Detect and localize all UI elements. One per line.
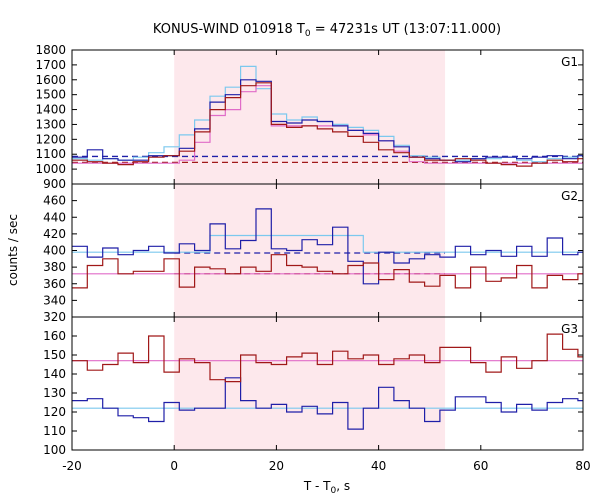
chart-title-subscript: 0 <box>305 29 311 39</box>
y-tick-label-g1: 1000 <box>35 162 66 176</box>
series-g1-1 <box>72 82 583 167</box>
y-tick-label-g2: 380 <box>43 260 66 274</box>
chart-title-suffix: = 47231s UT (13:07:11.000) <box>311 22 501 37</box>
x-tick-label: 60 <box>473 459 488 473</box>
y-tick-label-g2: 320 <box>43 310 66 324</box>
panel-g2: 320 340 360 380 400 420 440 460 G2 <box>43 183 584 324</box>
y-tick-label-g2: 360 <box>43 277 66 291</box>
y-tick-label-g1: 1400 <box>35 103 66 117</box>
x-tick-label: 20 <box>269 459 284 473</box>
x-tick-label: 80 <box>575 459 590 473</box>
x-axis-title-subscript: 0 <box>331 486 337 496</box>
x-tick-labels: -20 0 20 40 60 80 <box>62 459 590 473</box>
x-tick-label: 40 <box>371 459 386 473</box>
x-axis-title-suffix: , s <box>336 479 350 493</box>
x-tick-label: 0 <box>170 459 178 473</box>
y-tick-label-g3: 110 <box>43 424 66 438</box>
chart-title: KONUS-WIND 010918 T0 = 47231s UT (13:07:… <box>153 22 501 39</box>
y-tick-label-g3: 140 <box>43 367 66 381</box>
x-axis-title: T - T0, s <box>303 479 350 496</box>
y-tick-label-g2: 440 <box>43 210 66 224</box>
y-tick-label-g1: 1600 <box>35 73 66 87</box>
panel-frame-g3 <box>71 316 584 451</box>
y-tick-label-g3: 150 <box>43 348 66 362</box>
panel-label-g3: G3 <box>561 322 578 336</box>
y-tick-label-g1: 900 <box>43 177 66 191</box>
y-tick-label-g1: 1700 <box>35 58 66 72</box>
series-g2-0 <box>72 208 583 285</box>
series-g2-1 <box>72 254 583 289</box>
y-axis-title: counts / sec <box>6 214 20 286</box>
y-tick-label-g1: 1500 <box>35 88 66 102</box>
y-tick-label-g1: 1300 <box>35 117 66 131</box>
y-tick-label-g1: 1200 <box>35 132 66 146</box>
y-tick-label-g2: 340 <box>43 293 66 307</box>
y-tick-label-g2: 460 <box>43 194 66 208</box>
highlight-interval-g2 <box>174 184 446 317</box>
highlight-interval-g3 <box>174 317 446 450</box>
panel-label-g2: G2 <box>561 189 578 203</box>
series-g3-1 <box>72 333 583 383</box>
y-tick-label-g1: 1100 <box>35 147 66 161</box>
y-tick-label-g2: 400 <box>43 244 66 258</box>
panel-g3: 100 110 120 130 140 150 160 G3 <box>43 316 584 457</box>
y-tick-label-g3: 160 <box>43 329 66 343</box>
x-axis-title-prefix: T - T <box>303 479 331 493</box>
y-tick-label-g3: 100 <box>43 443 66 457</box>
y-tick-label-g1: 1800 <box>35 43 66 57</box>
panel-label-g1: G1 <box>561 55 578 69</box>
chart-title-prefix: KONUS-WIND 010918 T <box>153 22 305 37</box>
y-tick-label-g3: 120 <box>43 405 66 419</box>
series-g1-3 <box>72 85 583 164</box>
y-tick-label-g3: 130 <box>43 386 66 400</box>
x-tick-label: -20 <box>62 459 82 473</box>
y-tick-label-g2: 420 <box>43 227 66 241</box>
series-g3-0 <box>72 377 583 430</box>
